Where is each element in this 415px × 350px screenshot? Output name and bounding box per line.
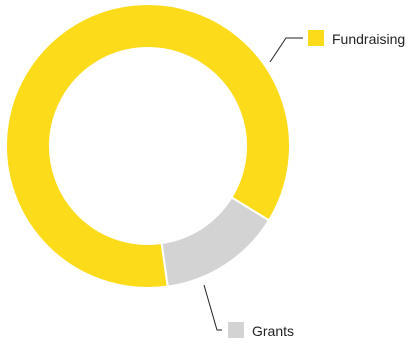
leader-line-fundraising bbox=[270, 38, 303, 62]
legend-label-fundraising: Fundraising bbox=[332, 31, 405, 47]
legend-grants: Grants bbox=[204, 285, 294, 339]
legend-fundraising: Fundraising bbox=[270, 30, 405, 62]
legend-swatch-fundraising bbox=[308, 30, 324, 46]
donut-slices bbox=[6, 4, 290, 288]
legend-swatch-grants bbox=[228, 322, 244, 338]
slice-grants bbox=[162, 197, 269, 286]
legend-label-grants: Grants bbox=[252, 323, 294, 339]
leader-line-grants bbox=[204, 285, 222, 330]
